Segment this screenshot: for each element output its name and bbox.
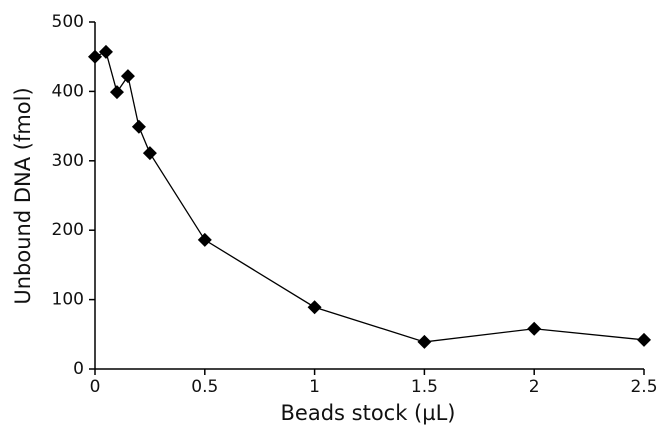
marker — [109, 85, 124, 100]
marker — [197, 232, 212, 247]
marker — [98, 44, 113, 59]
x-tick-label: 0.5 — [191, 377, 218, 397]
marker — [120, 69, 135, 84]
x-axis-label: Beads stock (µL) — [281, 401, 456, 425]
marker — [307, 300, 322, 315]
y-tick-label: 300 — [52, 151, 84, 171]
x-tick-label: 0 — [90, 377, 101, 397]
line — [94, 50, 645, 343]
marker — [88, 49, 102, 64]
y-tick-label: 400 — [52, 81, 84, 101]
y-tick-label: 500 — [52, 12, 84, 32]
marker — [637, 332, 651, 347]
x-tick-label: 2 — [529, 377, 540, 397]
y-tick-label: 200 — [52, 220, 84, 240]
y-tick-label: 100 — [52, 290, 84, 310]
x-tick-label: 2.5 — [630, 377, 657, 397]
marker — [131, 119, 146, 134]
marker — [142, 146, 157, 161]
x-tick-label: 1 — [309, 377, 320, 397]
y-axis-label: Unbound DNA (fmol) — [11, 87, 35, 304]
x-tick-label: 1.5 — [411, 377, 438, 397]
y-tick-label: 0 — [73, 359, 84, 379]
marker — [417, 334, 432, 349]
marker — [527, 321, 542, 336]
